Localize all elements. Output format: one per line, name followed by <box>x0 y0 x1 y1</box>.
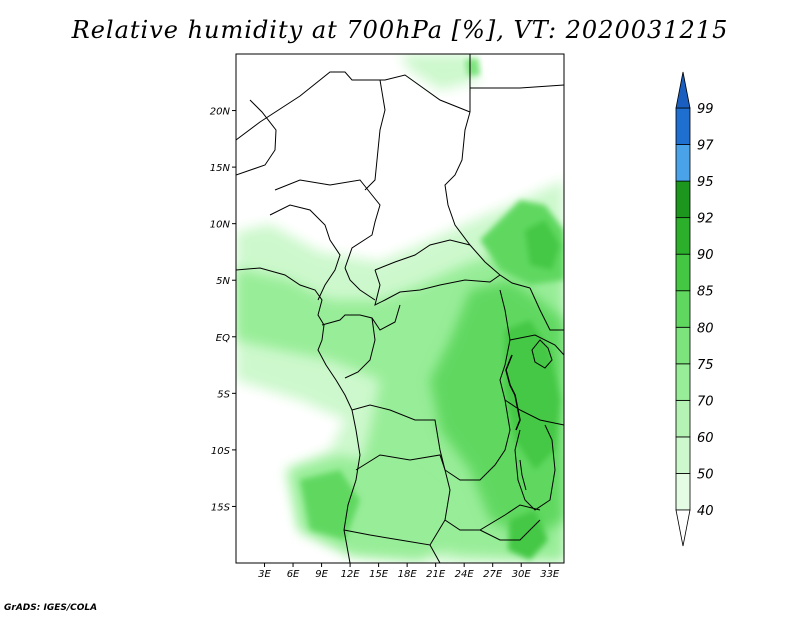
colorbar-swatch <box>675 217 691 255</box>
colorbar-swatch <box>675 290 691 328</box>
colorbar-label: 97 <box>697 139 714 154</box>
lon-tick-label: 27E <box>483 569 503 580</box>
colorbar-label: 60 <box>697 431 714 446</box>
colorbar-label: 99 <box>697 102 714 117</box>
lon-tick-label: 6E <box>287 569 300 580</box>
colorbar-label: 85 <box>697 285 714 300</box>
map-title: Relative humidity at 700hPa [%], VT: 202… <box>71 16 729 44</box>
colorbar-swatch <box>675 473 691 511</box>
colorbar-swatch <box>675 436 691 474</box>
colorbar-bottom-cap <box>675 509 691 547</box>
lat-tick-label: 15S <box>211 502 231 513</box>
lon-tick-label: 3E <box>258 569 271 580</box>
colorbar-swatch <box>675 144 691 182</box>
lon-tick-label: 9E <box>315 569 328 580</box>
lon-tick-label: 15E <box>369 569 389 580</box>
lat-tick-label: EQ <box>216 333 230 344</box>
country-borders <box>236 54 564 563</box>
lat-tick-label: 15N <box>210 163 231 174</box>
colorbar-label: 75 <box>697 358 714 373</box>
colorbar-label: 50 <box>697 467 714 482</box>
lat-tick-label: 5S <box>217 389 230 400</box>
lon-axis: 3E 6E 9E 12E 15E 18E 21E 24E 27E 30E 33E <box>258 563 560 580</box>
lon-tick-label: 18E <box>398 569 418 580</box>
colorbar-label: 80 <box>697 321 714 336</box>
lat-tick-label: 5N <box>216 276 230 287</box>
lat-axis: 20N 15N 10N 5N EQ 5S 10S 15S <box>210 107 236 513</box>
colorbar-swatch <box>675 107 691 145</box>
humidity-band-light-2 <box>400 54 480 90</box>
lon-tick-label: 24E <box>455 569 475 580</box>
colorbar: 40 50 60 70 75 80 85 90 92 95 97 99 <box>675 71 714 547</box>
humidity-field <box>236 54 564 563</box>
humidity-top <box>465 58 480 76</box>
colorbar-label: 92 <box>697 212 714 227</box>
colorbar-label: 90 <box>697 248 714 263</box>
lon-tick-label: 12E <box>341 569 361 580</box>
map-frame <box>235 53 565 564</box>
colorbar-label: 70 <box>697 394 714 409</box>
humidity-max-north <box>525 220 560 270</box>
credit-text: GrADS: IGES/COLA <box>4 603 98 613</box>
colorbar-top-cap <box>675 71 691 109</box>
colorbar-label: 95 <box>697 175 714 190</box>
colorbar-swatch <box>675 399 691 438</box>
lat-tick-label: 20N <box>210 107 231 118</box>
lon-tick-label: 30E <box>512 569 532 580</box>
lat-tick-label: 10S <box>211 446 231 457</box>
colorbar-label: 40 <box>697 504 714 519</box>
colorbar-swatch <box>675 363 691 401</box>
colorbar-swatch <box>675 253 691 292</box>
lon-tick-label: 21E <box>426 569 446 580</box>
lat-tick-label: 10N <box>210 220 231 231</box>
humidity-max <box>505 320 560 470</box>
colorbar-swatch <box>675 180 691 219</box>
colorbar-swatch <box>675 326 691 365</box>
lon-tick-label: 33E <box>540 569 560 580</box>
